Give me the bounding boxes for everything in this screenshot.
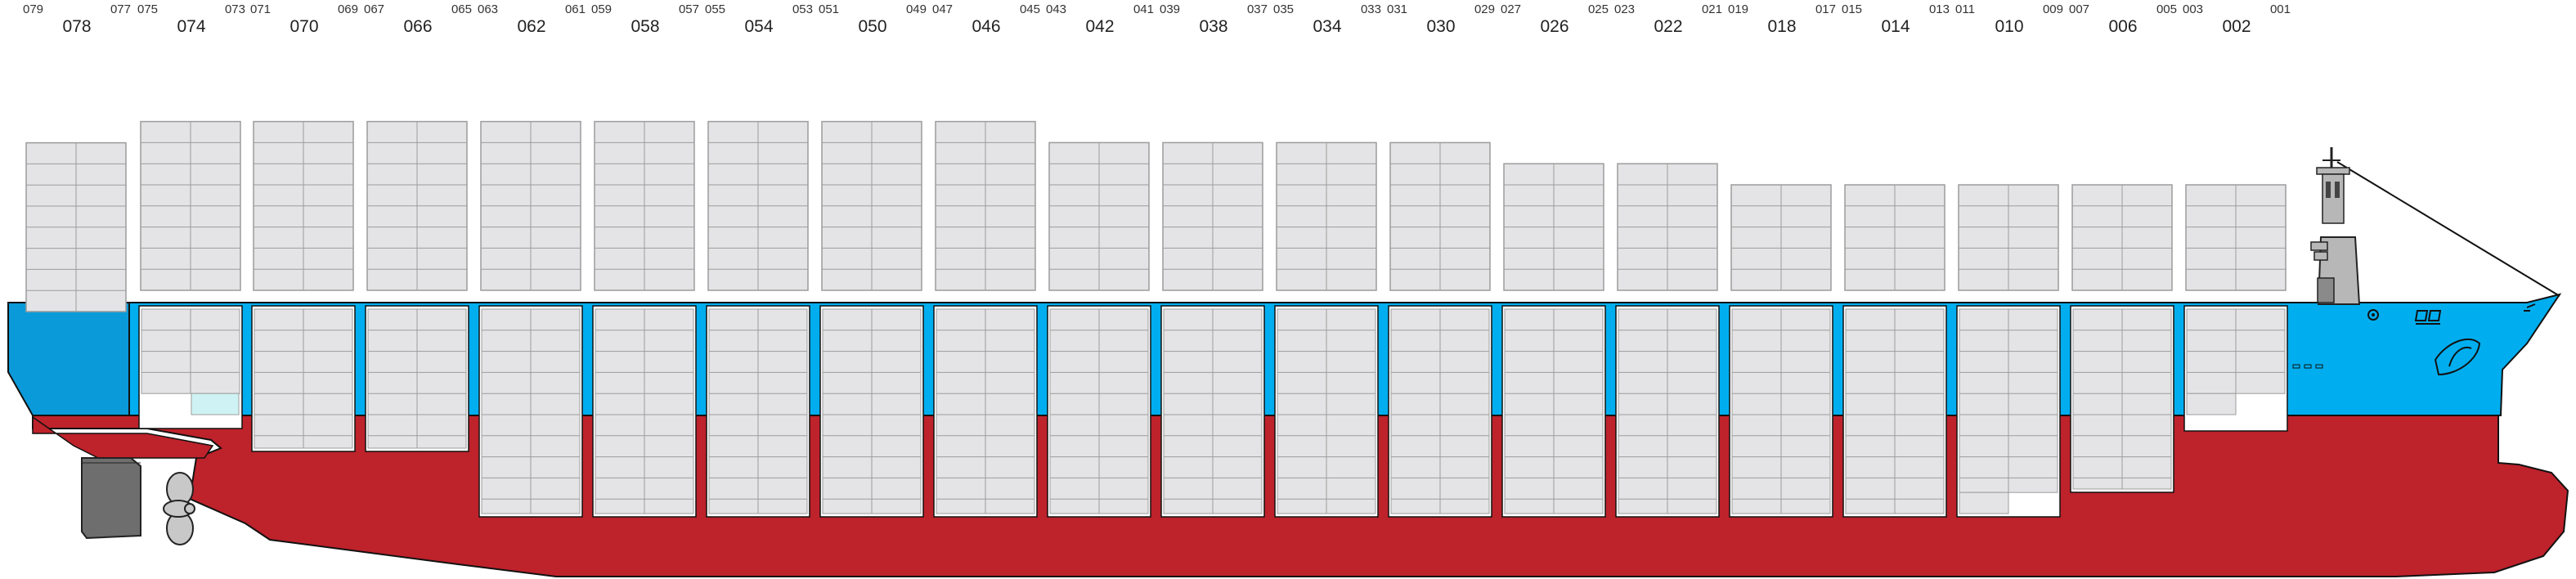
bay-sub-label-odd-fwd: 019 [1728,2,1749,16]
bay-sub-label-odd-aft: 009 [2042,2,2063,16]
forestay-line [2336,161,2560,297]
bay-sub-label-odd-aft: 049 [905,2,927,16]
bay-sub-label-odd-fwd: 035 [1273,2,1295,16]
bay-sub-label-odd-fwd: 051 [819,2,840,16]
partial-container [1959,491,2009,514]
bay-sub-label-odd-aft: 029 [1474,2,1495,16]
bay-label-026: 027 025 026 [1497,0,1612,38]
partial-container [2186,393,2237,415]
bay-number: 042 [1085,17,1115,36]
bay-sub-label-odd-fwd: 003 [2183,2,2204,16]
hull-stern-lower [32,415,214,459]
bulbous-bow-mark-icon [2434,338,2481,376]
bay-sub-label-odd-aft: 037 [1246,2,1268,16]
bay-number: 006 [2108,17,2138,36]
bay-label-018: 019 017 018 [1725,0,1839,38]
bay-sub-label-odd-fwd: 015 [1842,2,1863,16]
bay-sub-label-odd-fwd: 067 [364,2,385,16]
bay-sub-label-odd-aft: 053 [792,2,813,16]
bay-number: 062 [517,17,546,36]
bay-label-042: 043 041 042 [1043,0,1157,38]
propeller-icon [163,472,195,545]
bridge-tower [2310,147,2361,305]
bay-sub-label-odd-aft: 069 [337,2,358,16]
bay-sub-label-odd-fwd: 079 [23,2,44,16]
anchor-icon [2367,309,2379,321]
bay-sub-label-odd-fwd: 039 [1160,2,1181,16]
bay-number: 074 [177,17,206,36]
bay-number: 014 [1881,17,1910,36]
bay-number: 078 [62,17,92,36]
bay-number: 038 [1199,17,1228,36]
bay-sub-label-odd-aft: 033 [1360,2,1381,16]
bow-thruster-icon [2524,303,2536,312]
bay-number: 026 [1540,17,1569,36]
bay-label-014: 015 013 014 [1838,0,1953,38]
bay-sub-label-odd-fwd: 023 [1614,2,1636,16]
bay-sub-label-odd-fwd: 063 [478,2,499,16]
bay-label-070: 071 069 070 [247,0,361,38]
bay-sub-label-odd-fwd: 027 [1501,2,1522,16]
hull-blue-aft [7,302,130,416]
bay-number: 022 [1654,17,1683,36]
bay-sub-label-odd-fwd: 031 [1387,2,1408,16]
bay-number: 002 [2222,17,2251,36]
rudder [81,457,141,540]
bay-label-074: 075 073 074 [134,0,249,38]
bay-label-062: 063 061 062 [474,0,589,38]
bay-label-038: 039 037 038 [1156,0,1271,38]
bay-label-010: 011 009 010 [1952,0,2067,38]
bay-sub-label-odd-aft: 001 [2269,2,2291,16]
bay-sub-label-odd-aft: 061 [564,2,586,16]
bay-sub-label-odd-aft: 073 [224,2,245,16]
bay-sub-label-odd-fwd: 043 [1046,2,1067,16]
bay-number: 018 [1767,17,1797,36]
bay-label-050: 051 049 050 [815,0,930,38]
bay-label-054: 055 053 054 [702,0,816,38]
bay-sub-label-odd-fwd: 071 [250,2,272,16]
bay-label-034: 035 033 034 [1270,0,1384,38]
bay-label-030: 031 029 030 [1384,0,1498,38]
bay-label-row: 079 077 078 075 073 074 071 069 070 067 … [0,0,2576,41]
bay-label-046: 047 045 046 [929,0,1043,38]
bay-sub-label-odd-aft: 025 [1587,2,1609,16]
bay-number: 010 [1995,17,2024,36]
bay-sub-label-odd-fwd: 011 [1955,2,1975,16]
bay-label-066: 067 065 066 [361,0,475,38]
bay-sub-label-odd-fwd: 047 [932,2,954,16]
bay-number: 070 [289,17,319,36]
highlight-container [191,393,240,415]
bay-sub-label-odd-aft: 013 [1928,2,1950,16]
bay-label-022: 023 021 022 [1611,0,1726,38]
bay-number: 058 [631,17,660,36]
bay-sub-label-odd-fwd: 059 [591,2,613,16]
draft-mark-icon [2414,310,2442,325]
bay-sub-label-odd-aft: 065 [451,2,472,16]
bay-label-078: 079 077 078 [20,0,134,38]
bay-label-058: 059 057 058 [588,0,702,38]
bay-number: 050 [858,17,887,36]
bay-sub-label-odd-fwd: 007 [2069,2,2090,16]
bay-number: 046 [972,17,1001,36]
bay-sub-label-odd-aft: 021 [1701,2,1722,16]
bay-number: 034 [1313,17,1342,36]
bay-number: 066 [403,17,433,36]
bay-sub-label-odd-aft: 005 [2156,2,2177,16]
bay-label-002: 003 001 002 [2179,0,2294,38]
bay-number: 030 [1426,17,1456,36]
bay-number: 054 [744,17,774,36]
container-stacks [25,120,2288,518]
bay-label-006: 007 005 006 [2066,0,2180,38]
hatch-marks [2292,364,2323,369]
bay-sub-label-odd-aft: 057 [678,2,699,16]
bay-sub-label-odd-aft: 045 [1019,2,1040,16]
bay-sub-label-odd-fwd: 075 [137,2,159,16]
bay-sub-label-odd-aft: 077 [110,2,131,16]
bay-sub-label-odd-aft: 017 [1815,2,1836,16]
bay-sub-label-odd-aft: 041 [1133,2,1154,16]
bay-sub-label-odd-fwd: 055 [705,2,726,16]
